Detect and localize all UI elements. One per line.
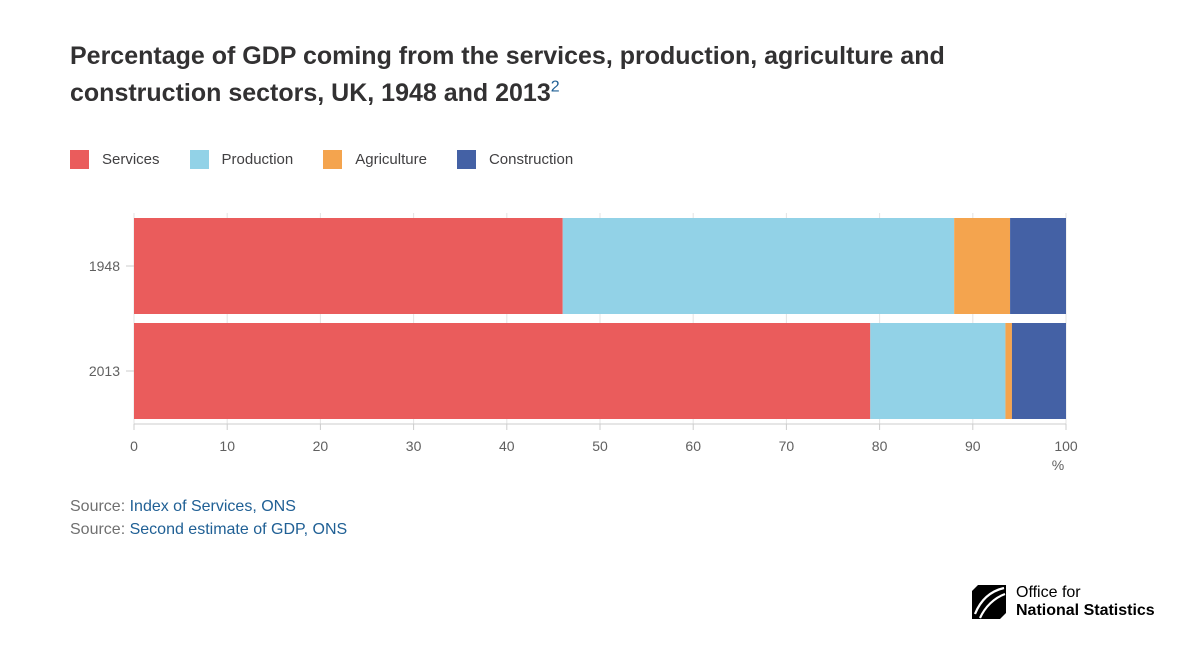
x-tick-label: 100 xyxy=(1054,438,1078,454)
x-tick-label: 90 xyxy=(965,438,981,454)
x-tick-label: 80 xyxy=(872,438,888,454)
chart-title: Percentage of GDP coming from the servic… xyxy=(70,38,1070,112)
ons-logo-text: Office for National Statistics xyxy=(1016,584,1155,620)
source-line: Source: Second estimate of GDP, ONS xyxy=(70,518,347,541)
bar-services-2013 xyxy=(134,323,871,419)
x-tick-label: 70 xyxy=(779,438,795,454)
bar-layer xyxy=(134,218,1066,419)
source-line: Source: Index of Services, ONS xyxy=(70,495,347,518)
legend-swatch-agriculture xyxy=(323,150,343,169)
ons-logo: Office for National Statistics xyxy=(972,584,1155,620)
legend-label-production: Production xyxy=(221,151,294,168)
x-tick-label: 50 xyxy=(592,438,608,454)
bar-agriculture-1948 xyxy=(954,218,1011,314)
ons-logo-icon xyxy=(972,585,1006,619)
legend-item-agriculture[interactable]: Agriculture xyxy=(323,150,427,169)
legend-swatch-construction xyxy=(456,150,476,169)
logo-line-2: National Statistics xyxy=(1016,602,1155,619)
bar-production-2013 xyxy=(870,323,1006,419)
y-category-label: 2013 xyxy=(89,363,120,379)
legend-label-agriculture: Agriculture xyxy=(355,151,427,168)
legend-swatch-production xyxy=(189,150,209,169)
y-category-label: 1948 xyxy=(89,258,120,274)
x-tick-label: 30 xyxy=(406,438,422,454)
source-prefix: Source: xyxy=(70,521,130,538)
bar-services-1948 xyxy=(134,218,563,314)
legend-item-production[interactable]: Production xyxy=(189,150,294,169)
source-link-gdp-estimate[interactable]: Second estimate of GDP, ONS xyxy=(129,521,348,538)
axis-layer: 0 10 20 30 40 50 60 70 80 90 100% 1948 2013 xyxy=(89,258,1078,473)
legend-swatch-services xyxy=(70,150,89,169)
x-tick-label: 0 xyxy=(130,438,138,454)
sources: Source: Index of Services, ONS Source: S… xyxy=(70,495,347,541)
legend-label-construction: Construction xyxy=(488,151,574,168)
bar-agriculture-2013 xyxy=(1005,323,1012,419)
bar-production-1948 xyxy=(562,218,955,314)
legend-item-construction[interactable]: Construction xyxy=(456,150,574,169)
bar-construction-1948 xyxy=(1010,218,1066,314)
chart-title-text: Percentage of GDP coming from the servic… xyxy=(70,42,945,107)
title-footnote-link[interactable]: 2 xyxy=(550,78,560,96)
x-tick-label: 40 xyxy=(499,438,515,454)
logo-line-1: Office for xyxy=(1016,584,1081,601)
legend: Services Production Agriculture Construc… xyxy=(70,150,603,169)
bar-construction-2013 xyxy=(1011,323,1066,419)
source-prefix: Source: xyxy=(70,498,130,515)
x-tick-label: 60 xyxy=(685,438,701,454)
legend-item-services[interactable]: Services xyxy=(70,150,160,169)
legend-label-services: Services xyxy=(102,151,160,168)
x-axis-unit: % xyxy=(1052,457,1064,473)
x-tick-label: 10 xyxy=(219,438,235,454)
x-tick-label: 20 xyxy=(313,438,329,454)
source-link-index-of-services[interactable]: Index of Services, ONS xyxy=(129,498,296,515)
